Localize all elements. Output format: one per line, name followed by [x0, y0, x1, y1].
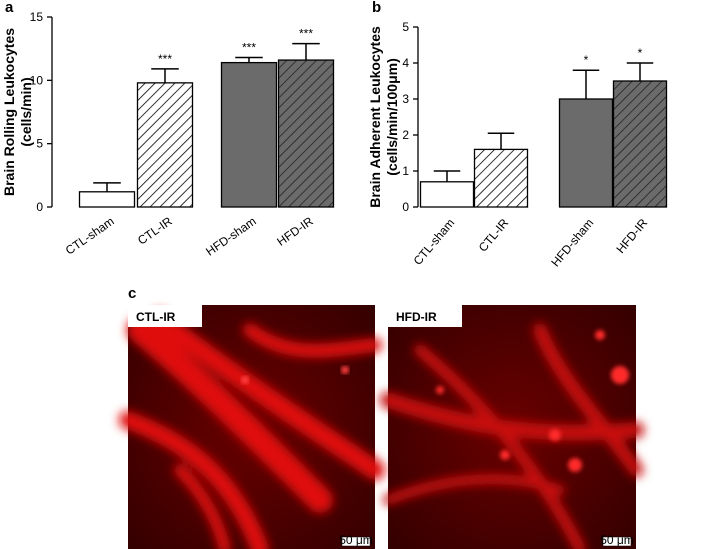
y-axis-label-line: Brain Rolling Leukocytes: [1, 28, 17, 196]
y-tick-label: 15: [30, 10, 44, 24]
significance-label: *: [584, 53, 589, 67]
panel-label: b: [372, 0, 381, 16]
y-tick-label: 0: [36, 200, 43, 214]
x-tick-label: HFD-sham: [203, 214, 259, 259]
bar: [220, 61, 278, 208]
bar: [612, 80, 668, 208]
x-tick-label: CTL-sham: [63, 214, 117, 258]
bar: [277, 59, 335, 208]
scale-bar-box: [341, 536, 371, 547]
y-axis-label: Brain Rolling Leukocytes(cells/min): [1, 28, 34, 196]
error-bar: [151, 68, 179, 83]
scale-bar-box: [602, 536, 632, 547]
x-tick-label: CTL-sham: [411, 216, 458, 268]
y-tick-label: 5: [402, 20, 409, 34]
image-label: HFD-IR: [396, 310, 437, 324]
x-tick-label: HFD-IR: [613, 216, 650, 256]
x-tick-label: HFD-sham: [548, 216, 596, 269]
error-bar: [626, 62, 654, 81]
x-tick-label: CTL-IR: [476, 216, 512, 255]
error-bar: [93, 182, 121, 192]
significance-label: *: [638, 46, 643, 60]
error-bar: [487, 132, 515, 150]
y-tick-label: 1: [402, 164, 409, 178]
error-bar: [433, 170, 461, 182]
significance-label: ***: [158, 52, 172, 66]
y-axis-label-line: (cells/min/100μm): [384, 58, 400, 176]
y-tick-label: 0: [402, 200, 409, 214]
y-tick-label: 5: [36, 137, 43, 151]
image-label-box: [128, 305, 202, 327]
micrograph-right: [380, 305, 644, 549]
significance-label: ***: [242, 41, 256, 55]
y-axis-label-line: (cells/min): [18, 77, 34, 146]
panel-label: c: [128, 285, 136, 302]
error-bar: [572, 69, 600, 99]
bar: [419, 181, 475, 208]
y-tick-label: 2: [402, 128, 409, 142]
bar: [136, 82, 194, 208]
error-bar: [292, 42, 320, 61]
y-axis-label: Brain Adherent Leukocytes(cells/min/100μ…: [367, 26, 400, 208]
image-label: CTL-IR: [136, 310, 176, 324]
y-axis-label-line: Brain Adherent Leukocytes: [367, 26, 383, 208]
scale-bar-label: 50 μm: [339, 533, 373, 547]
bar: [558, 98, 614, 208]
y-tick-label: 10: [30, 73, 44, 87]
scale-bar-label: 50 μm: [600, 533, 634, 547]
y-tick-label: 4: [402, 56, 409, 70]
x-tick-label: HFD-IR: [274, 214, 316, 249]
significance-label: ***: [299, 27, 313, 41]
x-tick-label: CTL-IR: [135, 214, 175, 248]
bar: [78, 191, 136, 208]
bar: [473, 148, 529, 208]
y-tick-label: 3: [402, 92, 409, 106]
error-bar: [235, 56, 263, 63]
micrograph-left: [119, 305, 385, 549]
image-label-box: [388, 305, 462, 327]
panel-label: a: [5, 0, 14, 16]
